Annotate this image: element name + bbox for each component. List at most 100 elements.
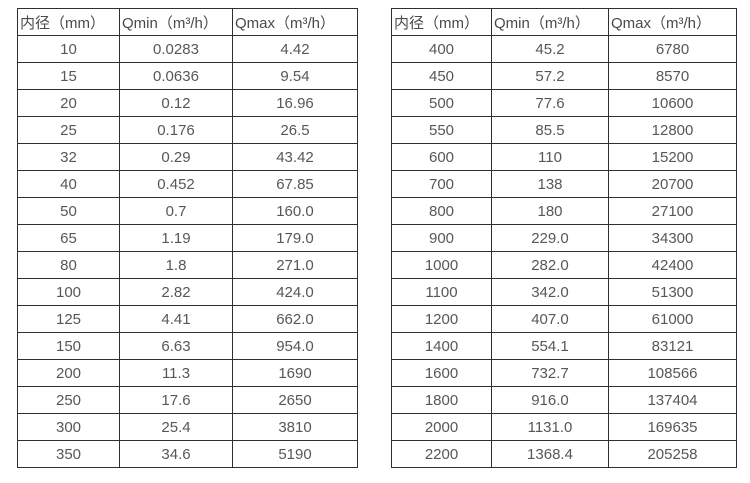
table-cell: 4.41 xyxy=(119,305,233,333)
table-cell: 11.3 xyxy=(119,359,233,387)
table-cell: 10600 xyxy=(608,89,737,117)
table-cell: 15200 xyxy=(608,143,737,171)
table-row: 40 0.452 67.85 xyxy=(17,170,358,198)
table-cell: 800 xyxy=(391,197,492,225)
table-cell: 100 xyxy=(17,278,120,306)
table-cell: 900 xyxy=(391,224,492,252)
table-cell: 916.0 xyxy=(491,386,609,414)
table-row: 450 57.2 8570 xyxy=(391,62,737,90)
table-row: 900 229.0 34300 xyxy=(391,224,737,252)
table-row: 250 17.6 2650 xyxy=(17,386,358,414)
table-cell: 137404 xyxy=(608,386,737,414)
table-cell: 160.0 xyxy=(232,197,358,225)
table-cell: 85.5 xyxy=(491,116,609,144)
table-cell: 5190 xyxy=(232,440,358,468)
table-row: 1400 554.1 83121 xyxy=(391,332,737,360)
table-cell: 179.0 xyxy=(232,224,358,252)
qmax-column-header: Qmax（m³/h） xyxy=(232,8,358,36)
table-cell: 1368.4 xyxy=(491,440,609,468)
table-row: 50 0.7 160.0 xyxy=(17,197,358,225)
table-cell: 1000 xyxy=(391,251,492,279)
table-cell: 3810 xyxy=(232,413,358,441)
table-cell: 342.0 xyxy=(491,278,609,306)
table-row: 400 45.2 6780 xyxy=(391,35,737,63)
table-cell: 2.82 xyxy=(119,278,233,306)
diameter-column-header: 内径（mm） xyxy=(17,8,120,36)
table-cell: 67.85 xyxy=(232,170,358,198)
table-cell: 6.63 xyxy=(119,332,233,360)
table-cell: 350 xyxy=(17,440,120,468)
table-row: 1200 407.0 61000 xyxy=(391,305,737,333)
table-row: 15 0.0636 9.54 xyxy=(17,62,358,90)
table-cell: 300 xyxy=(17,413,120,441)
table-cell: 0.12 xyxy=(119,89,233,117)
table-cell: 110 xyxy=(491,143,609,171)
table-cell: 51300 xyxy=(608,278,737,306)
table-row: 350 34.6 5190 xyxy=(17,440,358,468)
qmax-column-header: Qmax（m³/h） xyxy=(608,8,737,36)
table-cell: 42400 xyxy=(608,251,737,279)
table-cell: 732.7 xyxy=(491,359,609,387)
table-cell: 40 xyxy=(17,170,120,198)
table-cell: 9.54 xyxy=(232,62,358,90)
table-cell: 43.42 xyxy=(232,143,358,171)
table-row: 2000 1131.0 169635 xyxy=(391,413,737,441)
header-row: 内径（mm） Qmin（m³/h） Qmax（m³/h） xyxy=(391,8,737,36)
table-cell: 17.6 xyxy=(119,386,233,414)
table-cell: 1100 xyxy=(391,278,492,306)
diameter-column-header: 内径（mm） xyxy=(391,8,492,36)
table-cell: 125 xyxy=(17,305,120,333)
table-row: 1100 342.0 51300 xyxy=(391,278,737,306)
table-cell: 450 xyxy=(391,62,492,90)
table-cell: 20700 xyxy=(608,170,737,198)
table-cell: 1131.0 xyxy=(491,413,609,441)
table-cell: 1.19 xyxy=(119,224,233,252)
table-cell: 424.0 xyxy=(232,278,358,306)
table-cell: 2650 xyxy=(232,386,358,414)
table-cell: 138 xyxy=(491,170,609,198)
table-cell: 200 xyxy=(17,359,120,387)
table-cell: 20 xyxy=(17,89,120,117)
table-cell: 45.2 xyxy=(491,35,609,63)
table-cell: 180 xyxy=(491,197,609,225)
table-row: 550 85.5 12800 xyxy=(391,116,737,144)
table-row: 500 77.6 10600 xyxy=(391,89,737,117)
table-row: 300 25.4 3810 xyxy=(17,413,358,441)
table-cell: 1200 xyxy=(391,305,492,333)
table-cell: 10 xyxy=(17,35,120,63)
table-row: 20 0.12 16.96 xyxy=(17,89,358,117)
table-cell: 169635 xyxy=(608,413,737,441)
table-cell: 229.0 xyxy=(491,224,609,252)
flow-rate-table-small-diameters: 内径（mm） Qmin（m³/h） Qmax（m³/h） 10 0.0283 4.4… xyxy=(17,8,358,468)
table-cell: 282.0 xyxy=(491,251,609,279)
table-cell: 550 xyxy=(391,116,492,144)
table-cell: 2000 xyxy=(391,413,492,441)
table-cell: 50 xyxy=(17,197,120,225)
table-cell: 0.0283 xyxy=(119,35,233,63)
table-cell: 1800 xyxy=(391,386,492,414)
table-cell: 108566 xyxy=(608,359,737,387)
table-header: 内径（mm） Qmin（m³/h） Qmax（m³/h） xyxy=(17,8,358,36)
table-cell: 250 xyxy=(17,386,120,414)
table-header: 内径（mm） Qmin（m³/h） Qmax（m³/h） xyxy=(391,8,737,36)
table-cell: 0.7 xyxy=(119,197,233,225)
table-cell: 26.5 xyxy=(232,116,358,144)
table-row: 10 0.0283 4.42 xyxy=(17,35,358,63)
table-cell: 16.96 xyxy=(232,89,358,117)
table-cell: 1.8 xyxy=(119,251,233,279)
table-row: 2200 1368.4 205258 xyxy=(391,440,737,468)
table-cell: 12800 xyxy=(608,116,737,144)
table-row: 800 180 27100 xyxy=(391,197,737,225)
table-cell: 57.2 xyxy=(491,62,609,90)
table-cell: 80 xyxy=(17,251,120,279)
table-cell: 83121 xyxy=(608,332,737,360)
table-cell: 34300 xyxy=(608,224,737,252)
table-row: 125 4.41 662.0 xyxy=(17,305,358,333)
table-row: 100 2.82 424.0 xyxy=(17,278,358,306)
table-cell: 61000 xyxy=(608,305,737,333)
header-row: 内径（mm） Qmin（m³/h） Qmax（m³/h） xyxy=(17,8,358,36)
table-row: 1600 732.7 108566 xyxy=(391,359,737,387)
table-cell: 25.4 xyxy=(119,413,233,441)
table-cell: 205258 xyxy=(608,440,737,468)
table-cell: 1690 xyxy=(232,359,358,387)
